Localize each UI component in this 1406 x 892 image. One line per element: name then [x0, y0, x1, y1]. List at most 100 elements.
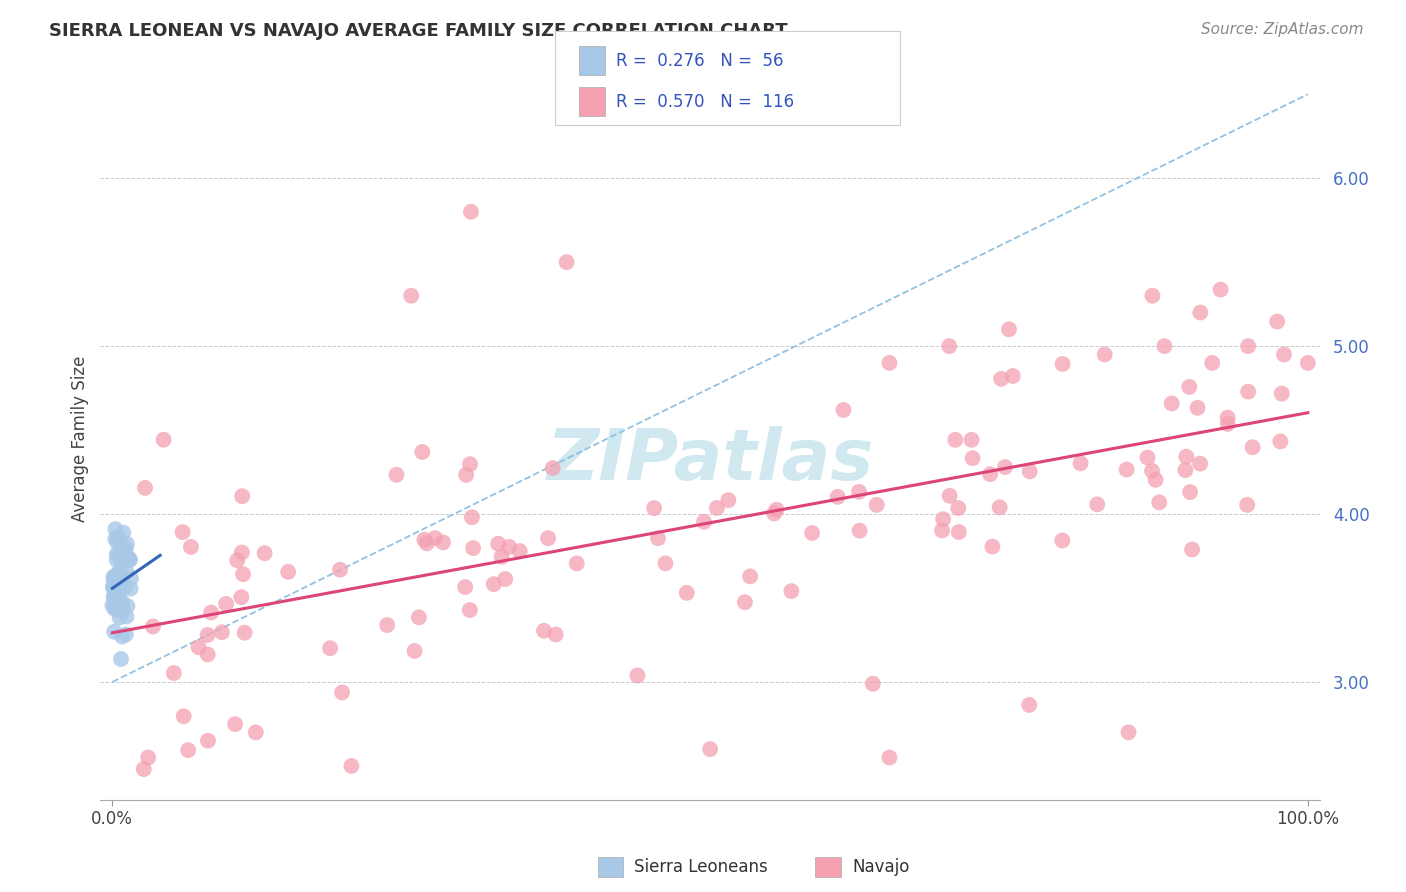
Point — [763, 507, 786, 521]
Point — [832, 403, 855, 417]
Point — [111, 595, 134, 609]
Point — [1178, 485, 1201, 500]
Point — [245, 725, 267, 739]
Point — [104, 569, 127, 583]
Point — [643, 501, 665, 516]
Point — [848, 524, 870, 538]
Point — [1136, 450, 1159, 465]
Point — [1236, 498, 1258, 512]
Point — [114, 580, 136, 594]
Point — [456, 467, 478, 482]
Point — [231, 545, 253, 559]
Point — [1153, 339, 1175, 353]
Point — [1118, 725, 1140, 739]
Point — [112, 525, 135, 540]
Point — [103, 581, 125, 595]
Point — [253, 546, 276, 560]
Point — [948, 524, 970, 539]
Point — [103, 624, 125, 639]
Point — [938, 339, 960, 353]
Point — [340, 759, 363, 773]
Point — [172, 525, 194, 540]
Point — [118, 553, 141, 567]
Point — [411, 445, 433, 459]
Point — [107, 536, 129, 550]
Point — [115, 537, 138, 551]
Point — [990, 372, 1012, 386]
Point — [200, 606, 222, 620]
Point — [461, 510, 484, 524]
Point — [1070, 456, 1092, 470]
Point — [132, 762, 155, 776]
Point — [107, 600, 129, 615]
Y-axis label: Average Family Size: Average Family Size — [72, 355, 89, 522]
Point — [654, 557, 676, 571]
Point — [1052, 357, 1074, 371]
Point — [117, 599, 139, 613]
Point — [319, 641, 342, 656]
Point — [107, 567, 129, 582]
Point — [329, 563, 352, 577]
Point — [537, 531, 560, 545]
Point — [120, 582, 142, 596]
Point — [103, 594, 125, 608]
Point — [197, 648, 219, 662]
Point — [1187, 401, 1209, 415]
Point — [1160, 396, 1182, 410]
Point — [111, 603, 134, 617]
Point — [107, 578, 129, 592]
Point — [1147, 495, 1170, 509]
Point — [108, 566, 131, 580]
Point — [104, 594, 127, 608]
Point — [152, 433, 174, 447]
Point — [118, 551, 141, 566]
Point — [231, 590, 253, 604]
Point — [105, 547, 128, 561]
Point — [163, 666, 186, 681]
Point — [1272, 347, 1295, 361]
Point — [740, 569, 762, 583]
Point — [108, 610, 131, 624]
Point — [104, 594, 127, 608]
Text: ZIPatlas: ZIPatlas — [547, 425, 873, 495]
Point — [226, 553, 249, 567]
Point — [232, 567, 254, 582]
Point — [494, 572, 516, 586]
Point — [115, 609, 138, 624]
Point — [211, 625, 233, 640]
Point — [112, 540, 135, 554]
Point — [224, 717, 246, 731]
Point — [107, 583, 129, 598]
Point — [215, 597, 238, 611]
Text: R =  0.570   N =  116: R = 0.570 N = 116 — [616, 93, 794, 111]
Point — [187, 640, 209, 655]
Point — [862, 677, 884, 691]
Point — [1209, 283, 1232, 297]
Point — [765, 502, 787, 516]
Point — [1189, 457, 1212, 471]
Point — [101, 579, 124, 593]
Point — [988, 500, 1011, 515]
Point — [103, 591, 125, 605]
Point — [104, 583, 127, 598]
Point — [416, 536, 439, 550]
Text: Navajo: Navajo — [852, 858, 910, 876]
Point — [1115, 462, 1137, 476]
Point — [1216, 410, 1239, 425]
Point — [173, 709, 195, 723]
Point — [533, 624, 555, 638]
Point — [107, 566, 129, 580]
Point — [931, 524, 953, 538]
Point — [111, 630, 134, 644]
Point — [134, 481, 156, 495]
Point — [1018, 698, 1040, 712]
Point — [1052, 533, 1074, 548]
Point — [330, 685, 353, 699]
Point — [413, 533, 436, 547]
Point — [463, 541, 485, 555]
Point — [399, 289, 422, 303]
Point — [458, 603, 481, 617]
Point — [1216, 417, 1239, 431]
Point — [994, 460, 1017, 475]
Point — [498, 540, 520, 554]
